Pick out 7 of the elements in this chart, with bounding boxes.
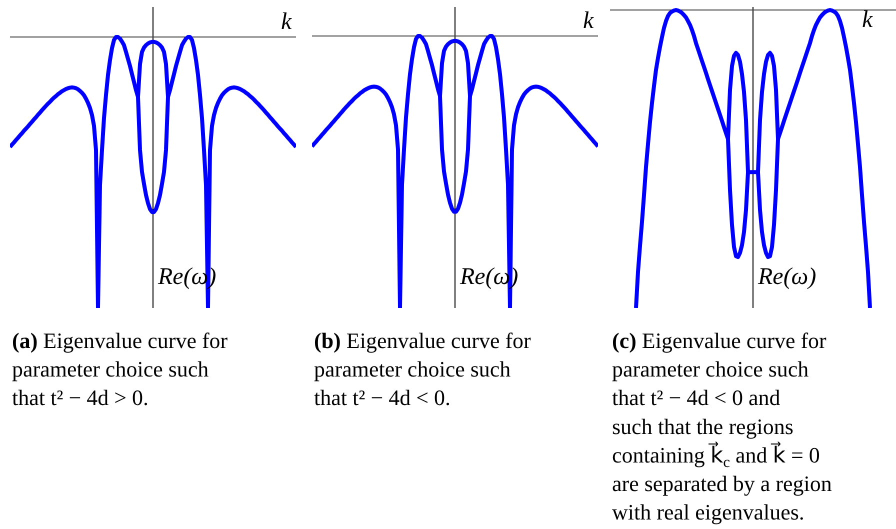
x-axis-title: k [281,9,292,35]
y-axis-title: Re(ω) [757,264,816,290]
text: (a) Eigenvalue curve for parameter choice such that t² − 4d > 0. [12,328,228,410]
x-axis-title: k [862,7,873,33]
x-axis-title: k [583,8,594,34]
text: (b) Eigenvalue curve for parameter choice such that t² − 4d < 0. [314,328,532,410]
text: (c) Eigenvalue curve for parameter choice such that t² − 4d < 0 and such that the regions containing k⃗$_{c}$ and k⃗ = 0 are separated by a region with real eigenvalues. [612,328,832,525]
